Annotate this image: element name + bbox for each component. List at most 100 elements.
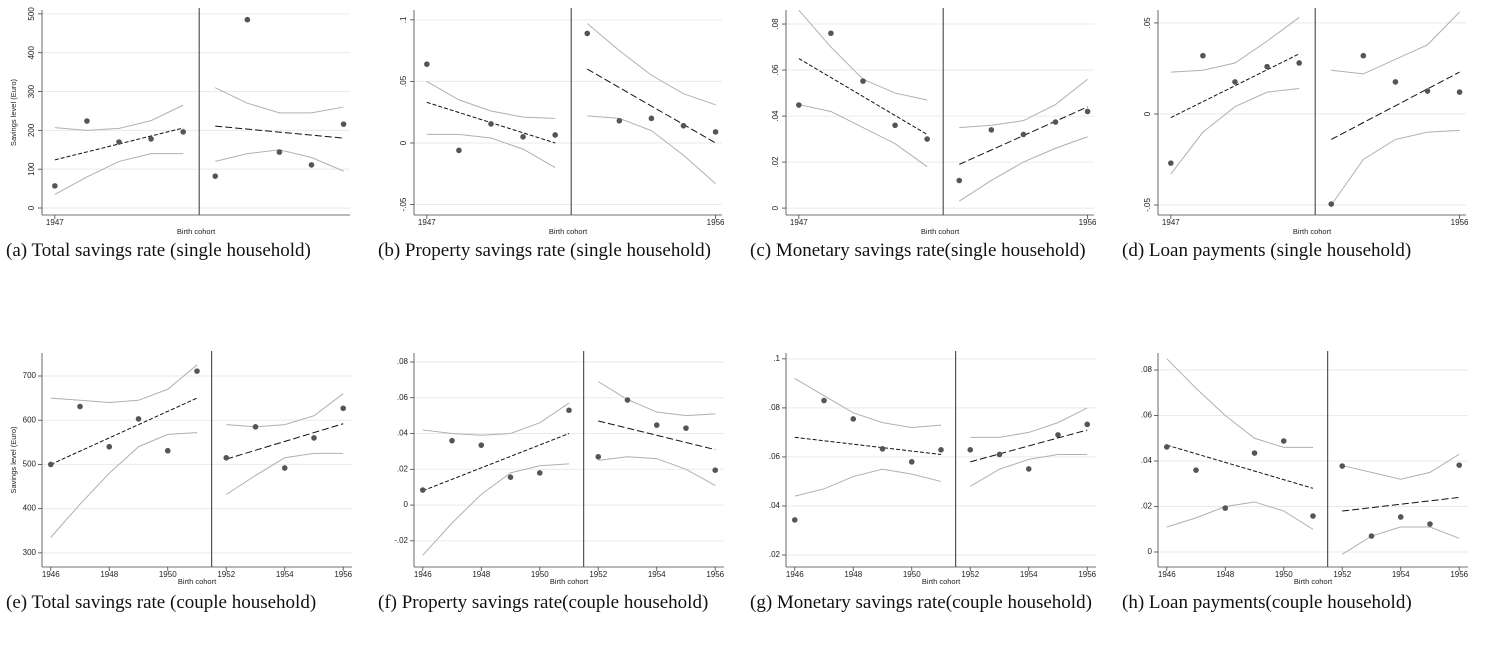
x-tick-label: 1947 (790, 218, 808, 227)
y-tick-label: 0 (1143, 111, 1152, 116)
point (308, 162, 315, 168)
y-tick-label: .06 (771, 64, 780, 76)
x-axis-label: Birth cohort (921, 227, 960, 236)
y-axis-label: Savings level (Euro) (9, 78, 18, 146)
y-tick-label: 200 (27, 123, 36, 137)
point (584, 30, 591, 37)
point (967, 447, 974, 453)
fit-line (587, 68, 716, 144)
point (924, 136, 930, 142)
point (135, 416, 142, 422)
caption: (d) Loan payments (single household) (1122, 240, 1412, 261)
caption: (e) Total savings rate (couple household… (6, 592, 317, 613)
chart: 300 400 500 600 700 1946 1948 1950 1952 1954 1956 B… (9, 351, 353, 586)
ci-line (1166, 501, 1314, 530)
y-tick-label: .04 (771, 110, 780, 122)
x-tick-label: 1947 (418, 218, 436, 227)
caption: (f) Property savings rate(couple househo… (378, 592, 709, 613)
ci-line (426, 80, 556, 119)
chart: -.05 0 .05 1947 1956 Birth cohort (1143, 8, 1469, 236)
fit-line (798, 58, 928, 135)
point (507, 474, 514, 480)
point (281, 465, 288, 471)
fit-line (226, 423, 344, 460)
point (1392, 79, 1399, 85)
point (791, 517, 798, 523)
point (1251, 450, 1258, 456)
point (956, 177, 963, 184)
chart: .02 .04 .06 .08 .1 1946 1948 1950 1952 1954 1956 Bi… (769, 351, 1097, 586)
y-tick-label: 500 (23, 460, 37, 469)
point (988, 127, 995, 133)
y-tick-label: 0 (399, 140, 408, 145)
point (212, 173, 219, 179)
point (680, 122, 687, 129)
x-tick-label: 1952 (1333, 570, 1351, 579)
y-tick-label: .1 (399, 16, 408, 23)
point (1020, 131, 1027, 138)
y-tick-label: .02 (397, 464, 409, 473)
ci-line (970, 407, 1088, 438)
caption: (c) Monetary savings rate(single househo… (750, 240, 1086, 261)
x-tick-label: 1946 (42, 570, 60, 579)
chart: -.02 0 .02 .04 .06 .08 1946 1948 1950 1952 1954 195… (394, 351, 725, 586)
point (1456, 89, 1463, 95)
ci-line (794, 378, 942, 429)
ci-line (1170, 17, 1300, 73)
point (1360, 52, 1367, 59)
point (164, 447, 171, 454)
y-tick-label: -.05 (1143, 198, 1152, 212)
x-axis-label: Birth cohort (549, 227, 588, 236)
y-tick-label: 0 (771, 205, 780, 210)
y-tick-label: .02 (769, 550, 781, 559)
point (1163, 444, 1170, 450)
point (653, 422, 660, 428)
fit-line (1342, 496, 1460, 512)
point (1339, 463, 1346, 469)
chart: 0 .02 .04 .06 .08 1947 1956 Birth cohort (771, 8, 1097, 236)
point (879, 446, 886, 452)
panel: 300 400 500 600 700 1946 1948 1950 1952 1954 1956 B… (0, 345, 372, 665)
x-tick-label: 1952 (217, 570, 235, 579)
point (1055, 432, 1061, 438)
caption: (b) Property savings rate (single househ… (378, 240, 711, 261)
ci-line (969, 453, 1088, 487)
y-tick-label: 300 (23, 548, 37, 557)
fit-line (970, 429, 1088, 463)
fit-line (598, 420, 716, 451)
point (116, 139, 122, 145)
point (648, 115, 655, 122)
point (1232, 79, 1238, 85)
y-tick-label: 300 (27, 84, 36, 98)
point (595, 453, 602, 460)
point (712, 129, 719, 135)
ci-line (1170, 87, 1300, 175)
ci-line (422, 402, 570, 436)
y-tick-label: 500 (27, 7, 36, 21)
point (821, 397, 827, 404)
point (683, 425, 689, 431)
x-axis-label: Birth cohort (178, 577, 217, 586)
x-tick-label: 1946 (786, 570, 804, 579)
ci-line (54, 153, 184, 195)
point (456, 147, 462, 154)
panel: -.05 0 .05 .1 1947 1956 Birth cohort (b) Proper… (372, 0, 744, 320)
point (478, 442, 485, 448)
ci-line (587, 115, 716, 184)
panel: 0 100 200 300 400 500 1947 Birth cohort Savings … (0, 0, 372, 320)
ci-line (426, 133, 556, 169)
y-tick-label: 0 (1148, 547, 1153, 556)
y-tick-label: 400 (23, 504, 37, 513)
fit-line (794, 436, 942, 455)
x-tick-label: 1946 (414, 570, 432, 579)
x-tick-label: 1950 (159, 570, 177, 579)
x-tick-label: 1956 (1451, 218, 1469, 227)
y-tick-label: 0 (404, 500, 409, 509)
point (488, 121, 494, 127)
fit-line (422, 433, 570, 492)
y-tick-label: .08 (769, 403, 781, 412)
point (1025, 466, 1032, 472)
y-tick-label: .05 (399, 75, 408, 87)
point (1427, 521, 1433, 527)
point (908, 459, 915, 465)
